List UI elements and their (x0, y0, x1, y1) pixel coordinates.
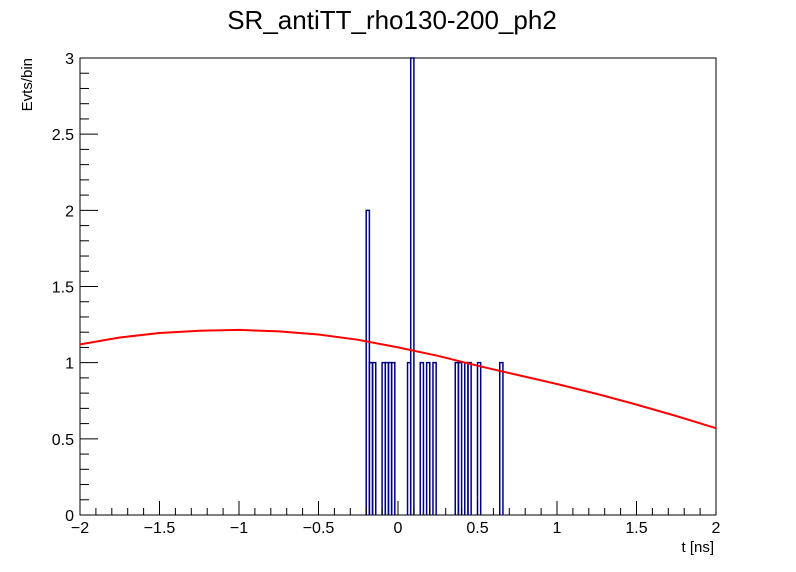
histogram-bin (433, 363, 436, 515)
histogram (366, 58, 503, 515)
y-tick-label: 2 (65, 203, 74, 220)
y-axis: 0 0.5 1 1.5 2 2.5 3 (52, 51, 98, 525)
histogram-bin (468, 363, 471, 515)
histogram-bin (411, 58, 414, 515)
fit-curve (80, 330, 716, 428)
x-tick-label: 1.5 (625, 520, 647, 537)
histogram-bin (500, 363, 503, 515)
y-tick-label: 3 (65, 51, 74, 68)
fit-curve-layer (80, 330, 716, 428)
plot-frame (80, 58, 716, 515)
x-tick-label: 2 (712, 520, 721, 537)
x-tick-label: 0.5 (466, 520, 488, 537)
histogram-bin (373, 363, 376, 515)
histogram-bin (458, 363, 461, 515)
x-tick-label: 1 (553, 520, 562, 537)
x-tick-label: −1.5 (144, 520, 176, 537)
y-axis-label: Evts/bin (19, 58, 36, 111)
x-tick-label: −0.5 (303, 520, 335, 537)
x-tick-label: 0 (394, 520, 403, 537)
histogram-bin (427, 363, 430, 515)
x-axis-label: t [ns] (681, 539, 714, 556)
y-tick-label: 1.5 (52, 280, 74, 297)
y-tick-label: 0 (65, 508, 74, 525)
y-tick-label: 0.5 (52, 432, 74, 449)
y-tick-label: 2.5 (52, 127, 74, 144)
y-tick-label: 1 (65, 356, 74, 373)
x-tick-label: −1 (230, 520, 248, 537)
histogram-bin (478, 363, 481, 515)
histogram-bin (392, 363, 395, 515)
x-axis: −2 −1.5 −1 −0.5 0 0.5 1 1.5 2 (71, 501, 721, 537)
histogram-bin (420, 363, 423, 515)
chart-title: SR_antiTT_rho130-200_ph2 (227, 5, 557, 35)
